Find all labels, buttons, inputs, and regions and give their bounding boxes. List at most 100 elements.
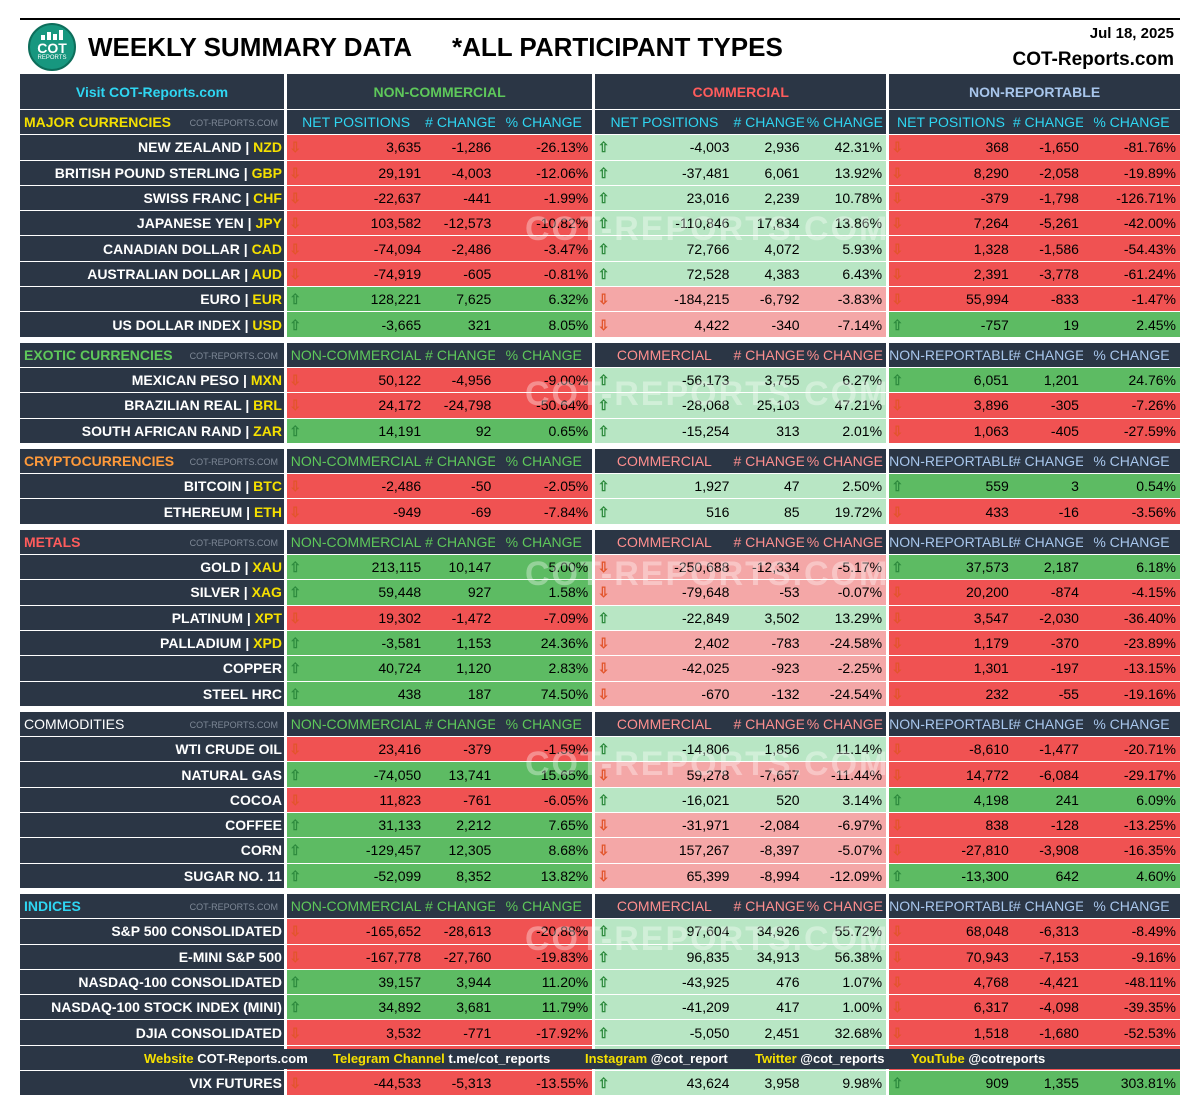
site-name: COT-Reports.com: [1012, 49, 1174, 70]
pct-change-value: 56.38%: [803, 944, 887, 970]
arrow-up-icon: ⇧: [287, 418, 304, 444]
arrow-down-icon: ⇩: [595, 286, 612, 313]
footer-website[interactable]: Website COT-Reports.com: [144, 1049, 308, 1069]
pct-change-value: -48.11%: [1082, 969, 1180, 996]
subheader-change: # CHANGE: [733, 711, 804, 738]
instrument-label: S&P 500 CONSOLIDATED: [20, 918, 284, 945]
arrow-up-icon: ⇧: [287, 863, 304, 889]
net-position: 19,302: [303, 605, 426, 631]
instrument-label: BITCOIN | BTC: [20, 473, 284, 500]
change-value: 1,201: [1012, 367, 1083, 394]
subheader-pct-change: % CHANGE: [803, 529, 887, 556]
net-position: 50,122: [303, 367, 426, 394]
pct-change-value: 13.82%: [495, 863, 593, 889]
subheader-pct-change: % CHANGE: [803, 342, 887, 368]
table-row: PALLADIUM | XPD ⇧ -3,581 1,153 24.36% ⇩ 2,402-…: [20, 630, 1180, 657]
instrument-ticker: BRL: [253, 397, 282, 414]
arrow-up-icon: ⇧: [595, 392, 612, 419]
footer-youtube[interactable]: YouTube @cotreports: [911, 1049, 1045, 1069]
net-position: 7,264: [905, 210, 1013, 237]
arrow-up-icon: ⇧: [595, 210, 612, 237]
change-value: 2,451: [733, 1019, 804, 1046]
instrument-ticker: BTC: [253, 478, 282, 495]
arrow-up-icon: ⇧: [595, 235, 612, 262]
arrow-up-icon: ⇧: [889, 554, 906, 581]
net-position: -949: [303, 498, 426, 525]
change-value: -6,792: [733, 286, 804, 313]
arrow-down-icon: ⇩: [287, 235, 304, 262]
table-row: S&P 500 CONSOLIDATED ⇩ -165,652 -28,613 -20.…: [20, 918, 1180, 945]
section-source: COT-REPORTS.COM: [189, 456, 278, 467]
arrow-down-icon: ⇩: [889, 918, 906, 945]
arrow-up-icon: ⇧: [595, 787, 612, 814]
arrow-down-icon: ⇩: [287, 736, 304, 763]
summary-table: Visit COT-Reports.com NON-COMMERCIAL COM…: [20, 74, 1180, 1096]
instrument-name: CORN: [240, 842, 282, 859]
pct-change-value: -4.15%: [1082, 579, 1180, 606]
instrument-ticker: CHF: [253, 190, 282, 207]
pct-change-value: -6.97%: [803, 812, 887, 839]
table-row: JAPANESE YEN | JPY ⇩ 103,582 -12,573 -10.82%…: [20, 210, 1180, 237]
table-row: EURO | EUR ⇧ 128,221 7,625 6.32% ⇩ -184,215 -6,…: [20, 286, 1180, 313]
change-value: -1,472: [425, 605, 496, 631]
change-value: -405: [1012, 418, 1083, 444]
logo-top-text: COT: [37, 40, 67, 56]
change-value: -7,153: [1012, 944, 1083, 970]
net-position: 34,892: [303, 994, 426, 1021]
arrow-up-icon: ⇧: [287, 681, 304, 707]
net-position: -42,025: [611, 655, 734, 682]
pct-change-value: -54.43%: [1082, 235, 1180, 262]
change-value: 3,681: [425, 994, 496, 1021]
arrow-up-icon: ⇧: [595, 1019, 612, 1046]
change-value: -1,798: [1012, 185, 1083, 212]
net-position: -44,533: [303, 1070, 426, 1096]
net-position: 3,635: [303, 134, 426, 161]
change-value: 25,103: [733, 392, 804, 419]
header: COT REPORTS WEEKLY SUMMARY DATA *ALL PAR…: [0, 0, 1200, 74]
footer-telegram[interactable]: Telegram Channel t.me/cot_reports: [333, 1049, 550, 1069]
subheader-group: NON-REPORTABLE: [889, 529, 1013, 556]
net-position: -16,021: [611, 787, 734, 814]
arrow-up-icon: ⇧: [595, 994, 612, 1021]
instrument-label: CANADIAN DOLLAR | CAD: [20, 235, 284, 262]
arrow-up-icon: ⇧: [595, 1070, 612, 1096]
change-value: 47: [733, 473, 804, 500]
subheader-group: NON-COMMERCIAL: [287, 529, 426, 556]
subheader-change: # CHANGE: [1012, 529, 1083, 556]
footer-twitter[interactable]: Twitter @cot_reports: [755, 1049, 884, 1069]
net-position: 213,115: [303, 554, 426, 581]
instrument-ticker: NZD: [253, 139, 282, 156]
pct-change-value: -50.64%: [495, 392, 593, 419]
pct-change-value: 3.14%: [803, 787, 887, 814]
page-title: WEEKLY SUMMARY DATA: [88, 32, 413, 62]
subheader-pct-change: % CHANGE: [803, 711, 887, 738]
subheader-pct-change: % CHANGE: [803, 109, 887, 136]
instrument-label: STEEL HRC: [20, 681, 284, 707]
subheader-net-positions: NET POSITIONS: [889, 109, 1013, 136]
change-value: -2,486: [425, 235, 496, 262]
section-source: COT-REPORTS.COM: [189, 350, 278, 361]
visit-link[interactable]: Visit COT-Reports.com: [20, 74, 284, 110]
instrument-name: BRITISH POUND STERLING: [54, 164, 240, 181]
pct-change-value: -12.09%: [803, 863, 887, 889]
change-value: -2,030: [1012, 605, 1083, 631]
arrow-down-icon: ⇩: [889, 1019, 906, 1046]
instrument-label: JAPANESE YEN | JPY: [20, 210, 284, 237]
net-position: -43,925: [611, 969, 734, 996]
logo-bars-icon: [41, 30, 65, 40]
net-position: -74,050: [303, 761, 426, 788]
instrument-label: ETHEREUM | ETH: [20, 498, 284, 525]
arrow-down-icon: ⇩: [889, 261, 906, 288]
table-row: COCOA ⇩ 11,823 -761 -6.05% ⇧ -16,021 520 3.14% ⇧ 4…: [20, 787, 1180, 814]
instrument-name: COFFEE: [225, 817, 282, 834]
footer-instagram[interactable]: Instagram @cot_report: [585, 1049, 728, 1069]
change-value: -50: [425, 473, 496, 500]
subheader-pct-change: % CHANGE: [1082, 893, 1180, 920]
subheader-group: NON-COMMERCIAL: [287, 893, 426, 920]
instrument-label: COPPER: [20, 655, 284, 682]
group-header-non-commercial: NON-COMMERCIAL: [287, 74, 593, 110]
subheader-group: NON-COMMERCIAL: [287, 711, 426, 738]
net-position: 11,823: [303, 787, 426, 814]
arrow-up-icon: ⇧: [889, 311, 906, 338]
change-value: -8,397: [733, 837, 804, 864]
